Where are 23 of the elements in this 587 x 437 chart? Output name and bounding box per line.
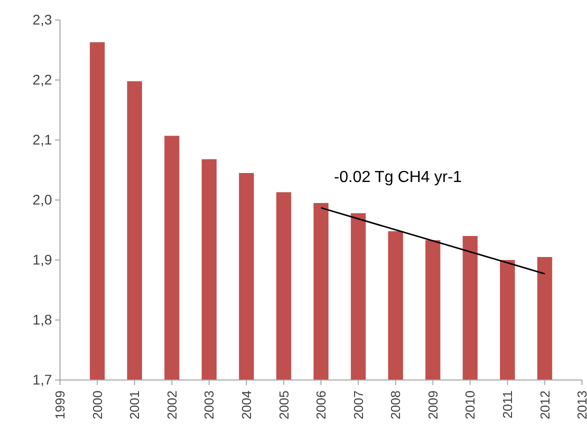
x-tick-label: 2000 [90, 390, 105, 420]
x-tick-label: 2013 [574, 390, 587, 420]
x-tick-label: 2011 [500, 390, 515, 418]
x-tick-label: 2010 [462, 390, 478, 420]
x-tick-label: 2005 [276, 390, 292, 420]
y-tick-label: 1,7 [32, 371, 52, 388]
x-tick-label: 2012 [537, 390, 552, 420]
x-tick-label: 2004 [238, 390, 254, 420]
x-tick-label: 1999 [52, 390, 68, 420]
y-tick-label: 1,9 [32, 251, 52, 268]
x-tick-label: 2007 [350, 390, 366, 420]
y-tick-label: 1,8 [32, 311, 52, 328]
x-tick-label: 2006 [314, 390, 329, 420]
y-tick-label: 2,1 [32, 131, 52, 148]
x-tick-label: 2001 [127, 390, 142, 420]
x-tick-label: 2009 [425, 390, 440, 420]
x-tick-label: 2002 [164, 390, 180, 420]
x-tick-label: 2008 [388, 390, 404, 420]
y-tick-label: 2,3 [32, 11, 52, 28]
annotation: -0.02 Tg CH4 yr-1 [334, 169, 462, 186]
y-tick-label: 2,0 [32, 191, 52, 208]
y-tick-label: 2,2 [32, 71, 52, 88]
x-tick-label: 2003 [202, 390, 217, 420]
